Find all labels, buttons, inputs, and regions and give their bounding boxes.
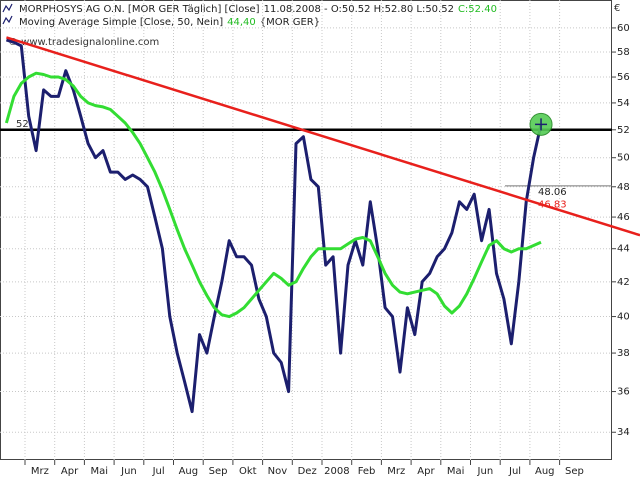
- y-tick-label: 34: [617, 427, 630, 438]
- hline-label: 52: [16, 119, 29, 130]
- legend-entry: Moving Average Simple [Close, 50, Nein] 4…: [19, 17, 320, 28]
- legend-text: 11.08.2008 - O:50.52 H:52.80 L:50.52: [264, 4, 454, 15]
- y-tick-label: 56: [617, 72, 630, 83]
- y-tick-label: 38: [617, 348, 630, 359]
- x-tick-label: Sep: [565, 466, 584, 477]
- x-tick-label: Apr: [61, 466, 79, 477]
- legend-text: Moving Average Simple [Close, 50, Nein]: [19, 17, 223, 28]
- legend-text: MORPHOSYS AG O.N. [MOR GER Täglich] [Clo…: [19, 4, 260, 15]
- y-tick-label: 48: [617, 182, 630, 193]
- legend-entry: MORPHOSYS AG O.N. [MOR GER Täglich] [Clo…: [19, 4, 497, 15]
- watermark: © www.tradesignalonline.com: [8, 37, 159, 48]
- x-tick-label: Mai: [90, 466, 108, 477]
- legend-text: {MOR GER}: [260, 17, 320, 28]
- x-tick-label: Jun: [120, 466, 137, 477]
- x-tick-label: Feb: [358, 466, 376, 477]
- x-tick-label: Mai: [447, 466, 465, 477]
- plot-area: [0, 0, 612, 460]
- y-tick-label: 40: [617, 312, 630, 323]
- hline-label: 48.06: [538, 187, 567, 198]
- x-tick-label: Okt: [239, 466, 257, 477]
- x-tick-label: Aug: [179, 466, 199, 477]
- y-tick-label: 50: [617, 153, 630, 164]
- trendline: [6, 36, 640, 237]
- y-tick-label: 58: [617, 47, 630, 58]
- y-tick-label: 54: [617, 98, 630, 109]
- series-line: [4, 71, 542, 319]
- legend-text: 44,40: [227, 17, 256, 28]
- trend-label: 46.83: [538, 199, 567, 210]
- legend-text: C:52.40: [458, 4, 497, 15]
- x-tick-label: Jul: [152, 466, 165, 477]
- x-tick-label: Jun: [477, 466, 494, 477]
- x-tick-label: Apr: [417, 466, 435, 477]
- x-tick-label: Dez: [298, 466, 317, 477]
- x-tick-label: Mrz: [31, 466, 49, 477]
- x-tick-label: Mrz: [387, 466, 405, 477]
- x-tick-label: Aug: [535, 466, 555, 477]
- y-unit: €: [614, 3, 620, 14]
- y-tick-label: 52: [617, 125, 630, 136]
- legend: MORPHOSYS AG O.N. [MOR GER Täglich] [Clo…: [19, 4, 497, 28]
- legend-icon: [2, 3, 13, 13]
- marker-cross: [535, 118, 548, 131]
- series-line: [5, 38, 543, 414]
- x-tick-label: 2008: [324, 466, 349, 477]
- x-tick-label: Nov: [268, 466, 288, 477]
- y-tick-label: 36: [617, 387, 630, 398]
- y-tick-label: 46: [617, 212, 630, 223]
- y-tick-label: 42: [617, 277, 630, 288]
- y-tick-label: 60: [617, 23, 630, 34]
- x-tick-label: Sep: [209, 466, 228, 477]
- legend-icon: [2, 15, 13, 25]
- x-tick-label: Jul: [508, 466, 521, 477]
- y-tick-label: 44: [617, 244, 630, 255]
